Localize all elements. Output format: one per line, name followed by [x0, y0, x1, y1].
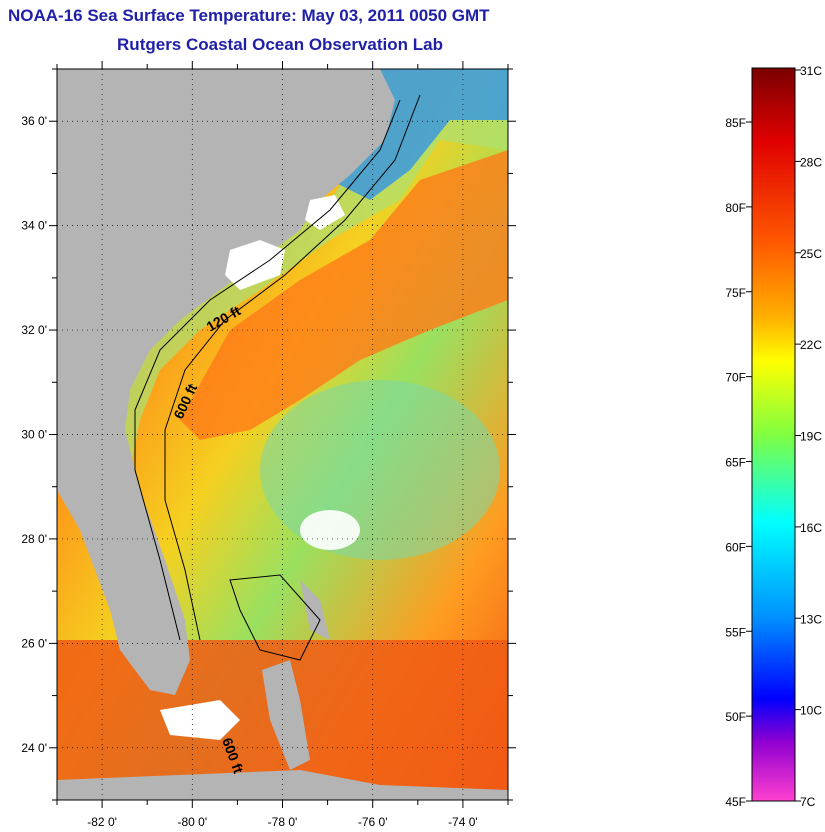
- celsius-label: 25C: [800, 247, 822, 261]
- island-land: [262, 660, 310, 770]
- gulf-stream-warm: [180, 150, 508, 440]
- colorbar-celsius-labels: 31C 28C 25C 22C 19C 16C 13C 10C 7C: [795, 64, 822, 809]
- sst-map: 120 ft 600 ft 600 ft: [57, 69, 508, 800]
- fahrenheit-label: 60F: [725, 540, 746, 554]
- colorbar-fahrenheit-labels: 85F 80F 75F 70F 65F 60F 55F 50F 45F: [725, 116, 752, 809]
- fahrenheit-label: 70F: [725, 371, 746, 385]
- cloud-patch: [225, 240, 285, 290]
- lon-label: -80 0': [177, 815, 207, 829]
- fahrenheit-label: 45F: [725, 795, 746, 809]
- celsius-label: 16C: [800, 521, 822, 535]
- lat-label: 34 0': [21, 219, 47, 233]
- lon-label: -78 0': [268, 815, 298, 829]
- celsius-label: 28C: [800, 155, 822, 169]
- lat-label: 30 0': [21, 428, 47, 442]
- contour-120ft: [134, 99, 401, 641]
- fahrenheit-label: 65F: [725, 456, 746, 470]
- map-subtitle: Rutgers Coastal Ocean Observation Lab: [117, 35, 443, 54]
- map-title: NOAA-16 Sea Surface Temperature: May 03,…: [8, 6, 490, 25]
- cold-water-north: [330, 69, 508, 200]
- lat-label: 28 0': [21, 532, 47, 546]
- fahrenheit-label: 75F: [725, 286, 746, 300]
- island-land: [300, 580, 330, 640]
- cloud-patch: [300, 510, 360, 550]
- lat-label: 36 0': [21, 114, 47, 128]
- lon-label: -74 0': [448, 815, 478, 829]
- latitude-labels: 36 0' 34 0' 32 0' 30 0' 28 0' 26 0' 24 0': [21, 114, 47, 755]
- lat-label: 24 0': [21, 741, 47, 755]
- axis-ticks: [49, 61, 516, 808]
- central-cool-patch: [260, 380, 500, 560]
- lat-label: 32 0': [21, 323, 47, 337]
- fahrenheit-label: 80F: [725, 201, 746, 215]
- fahrenheit-label: 55F: [725, 625, 746, 639]
- celsius-label: 19C: [800, 430, 822, 444]
- lat-label: 26 0': [21, 636, 47, 650]
- cloud-patch: [160, 700, 240, 740]
- celsius-label: 31C: [800, 64, 822, 78]
- celsius-label: 7C: [800, 795, 816, 809]
- celsius-label: 13C: [800, 612, 822, 626]
- celsius-label: 22C: [800, 338, 822, 352]
- lon-label: -82 0': [87, 815, 117, 829]
- contour-bahamas: [229, 574, 321, 661]
- longitude-labels: -82 0' -80 0' -78 0' -76 0' -74 0': [87, 815, 477, 829]
- celsius-label: 10C: [800, 704, 822, 718]
- fahrenheit-label: 50F: [725, 710, 746, 724]
- contour-600ft: [164, 94, 421, 641]
- land-mass: [57, 69, 395, 695]
- colorbar: [751, 67, 796, 802]
- fahrenheit-label: 85F: [725, 116, 746, 130]
- graticule: [57, 69, 508, 800]
- lon-label: -76 0': [358, 815, 388, 829]
